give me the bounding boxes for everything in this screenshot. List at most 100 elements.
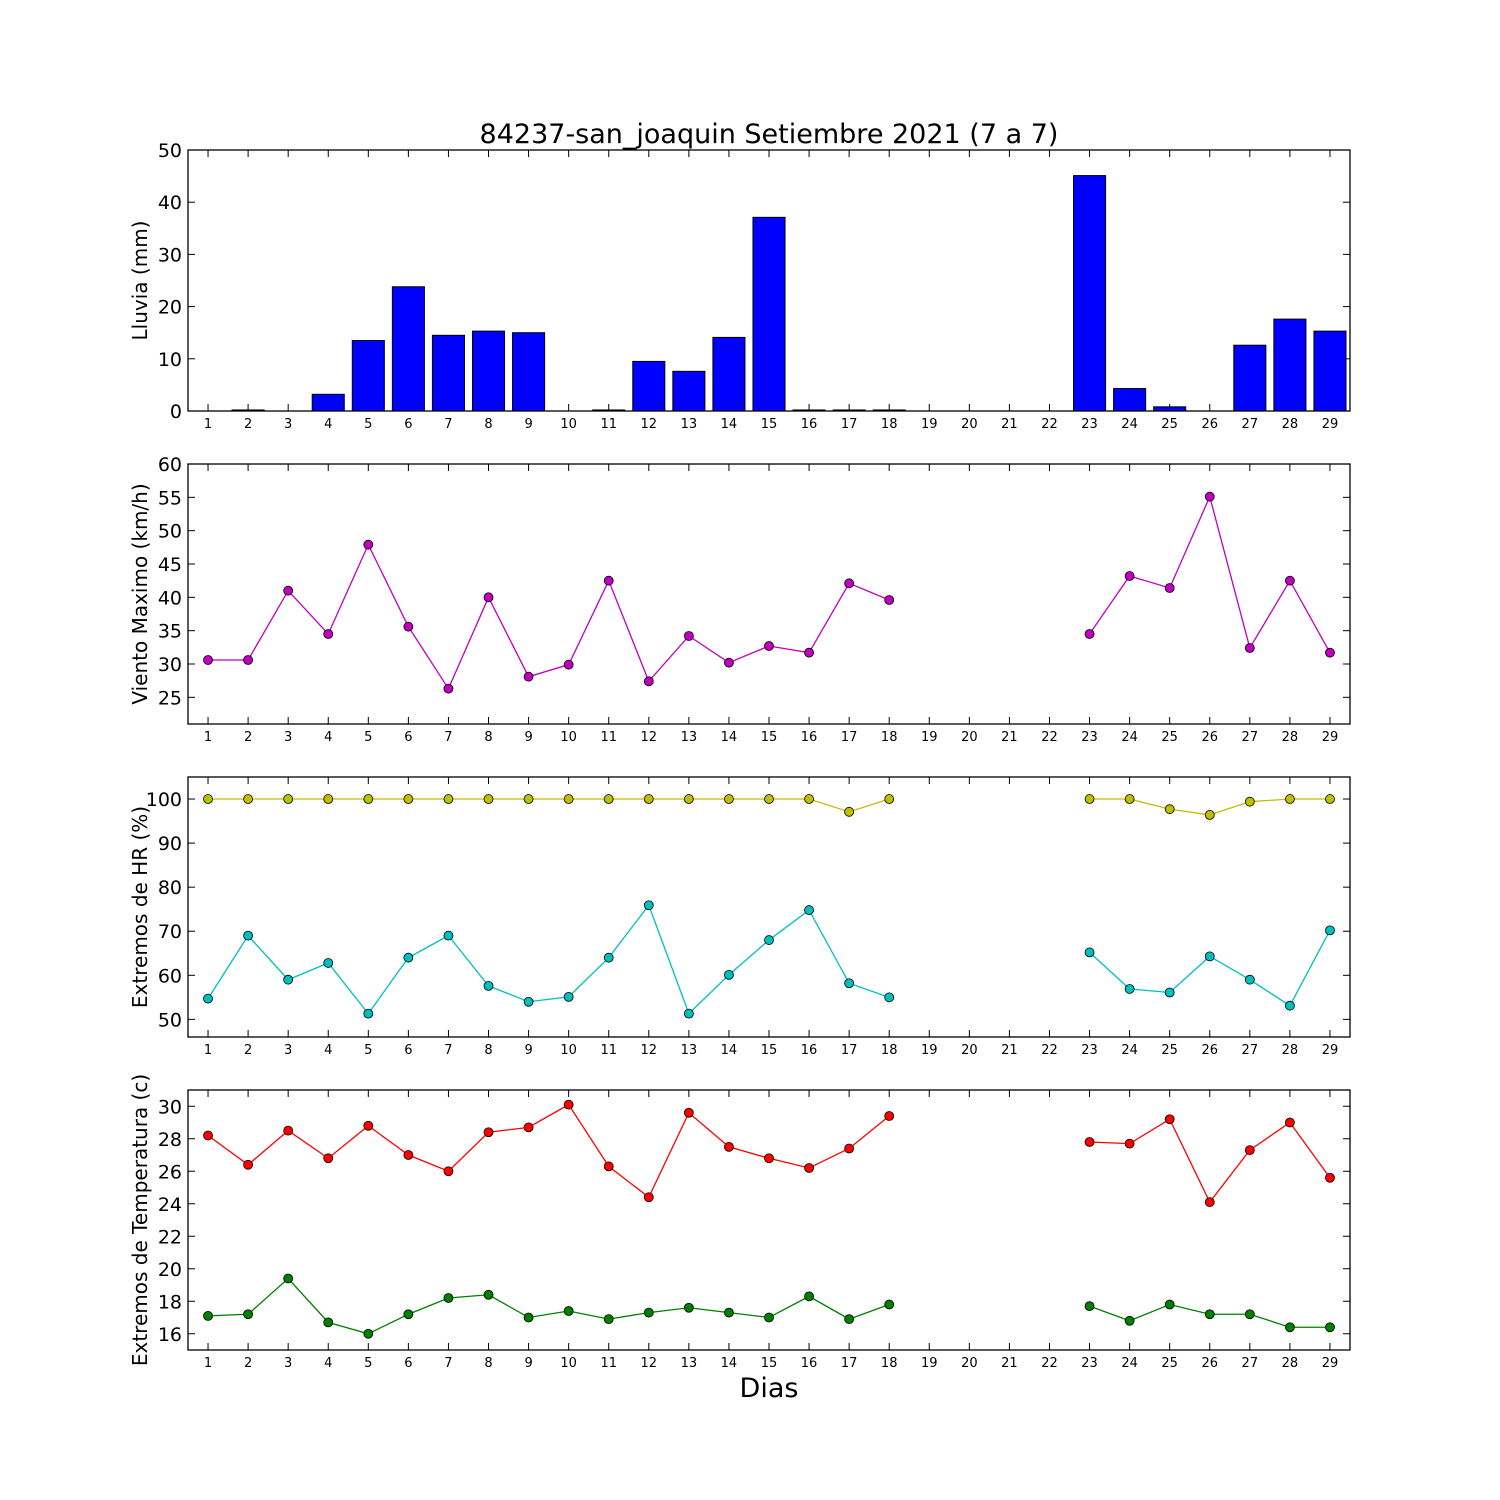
data-point	[363, 1120, 374, 1131]
plot-frame	[187, 149, 1351, 412]
x-tick-label: 2	[244, 1043, 252, 1058]
y-tick-label: 50	[158, 140, 182, 162]
x-tick-label: 11	[600, 1356, 617, 1371]
x-tick-label: 4	[324, 1043, 332, 1058]
x-tick-label: 22	[1041, 1043, 1058, 1058]
data-point	[643, 1307, 654, 1318]
data-point	[884, 992, 895, 1003]
data-point	[203, 794, 213, 804]
data-point	[764, 794, 774, 804]
x-tick-label: 13	[681, 1043, 698, 1058]
x-tick-label: 10	[560, 1356, 577, 1371]
y-tick-label: 45	[158, 554, 182, 576]
x-tick-label: 6	[404, 1043, 412, 1058]
y-tick-label: 20	[158, 297, 182, 319]
x-tick-label: 1	[204, 730, 212, 745]
data-point	[483, 1127, 494, 1138]
x-tick-label: 9	[524, 730, 532, 745]
data-point	[1284, 1117, 1295, 1128]
data-point	[1325, 925, 1335, 936]
data-point	[563, 659, 574, 670]
data-point	[403, 621, 414, 632]
x-tick-label: 9	[524, 1043, 532, 1058]
data-point	[203, 993, 213, 1004]
data-point	[563, 1099, 574, 1110]
y-tick-label: 30	[158, 1096, 182, 1118]
data-point	[283, 1273, 294, 1284]
data-point	[443, 1293, 454, 1303]
y-tick-label: 55	[158, 487, 182, 509]
y-tick-label: 28	[158, 1129, 182, 1151]
data-point	[1325, 1172, 1335, 1183]
x-tick-label: 27	[1242, 1043, 1259, 1058]
x-tick-label: 4	[324, 417, 332, 432]
data-point	[483, 592, 494, 603]
data-point	[884, 595, 895, 605]
data-point	[764, 1312, 774, 1323]
x-tick-label: 24	[1121, 1043, 1138, 1058]
x-tick-label: 19	[921, 1356, 938, 1371]
x-tick-label: 24	[1121, 730, 1138, 745]
data-point	[844, 578, 855, 589]
data-point	[403, 1150, 414, 1160]
data-point	[483, 980, 494, 991]
data-point	[363, 539, 374, 550]
data-point	[283, 1125, 294, 1136]
data-point	[203, 1130, 213, 1141]
x-tick-label: 24	[1121, 1356, 1138, 1371]
data-point	[764, 935, 774, 945]
x-tick-label: 11	[600, 1043, 617, 1058]
data-point	[643, 1192, 654, 1203]
x-tick-label: 6	[404, 730, 412, 745]
data-point	[1084, 1137, 1095, 1147]
x-tick-label: 29	[1322, 1043, 1339, 1058]
x-tick-label: 8	[484, 730, 492, 745]
x-tick-label: 7	[444, 1043, 452, 1058]
data-point	[1124, 1138, 1135, 1149]
x-tick-label: 9	[524, 1356, 532, 1371]
x-tick-label: 2	[244, 417, 252, 432]
x-tick-label: 10	[560, 417, 577, 432]
x-tick-label: 2	[244, 730, 252, 745]
data-point	[563, 1306, 574, 1316]
data-point	[724, 794, 734, 804]
data-point	[1124, 571, 1135, 581]
x-tick-label: 20	[961, 1356, 978, 1371]
x-tick-label: 16	[801, 1043, 818, 1058]
x-tick-label: 20	[961, 730, 978, 745]
data-point	[403, 794, 414, 804]
y-tick-label: 60	[158, 965, 182, 987]
data-point	[1124, 984, 1135, 994]
bar	[431, 334, 465, 412]
series-line	[1089, 930, 1331, 1007]
x-tick-label: 19	[921, 417, 938, 432]
y-tick-label: 25	[158, 687, 182, 709]
data-point	[804, 794, 814, 804]
data-point	[1084, 629, 1095, 639]
data-point	[1084, 794, 1095, 804]
data-point	[243, 1309, 254, 1320]
data-point	[1164, 987, 1175, 998]
x-tick-label: 29	[1322, 730, 1339, 745]
x-tick-label: 22	[1041, 730, 1058, 745]
y-tick-label: 100	[146, 789, 182, 811]
x-tick-label: 11	[600, 417, 617, 432]
data-point	[1164, 1114, 1175, 1125]
data-point	[243, 655, 254, 665]
y-tick-label: 50	[158, 1009, 182, 1031]
data-point	[403, 1309, 414, 1320]
data-point	[844, 1314, 855, 1325]
x-tick-label: 1	[204, 417, 212, 432]
x-tick-label: 26	[1201, 1356, 1218, 1371]
bar	[471, 330, 506, 412]
data-point	[523, 1312, 534, 1323]
x-tick-label: 3	[284, 417, 292, 432]
x-tick-label: 28	[1282, 1043, 1299, 1058]
x-tick-label: 27	[1242, 730, 1259, 745]
data-point	[1084, 947, 1095, 958]
x-tick-label: 17	[841, 417, 858, 432]
data-point	[1284, 794, 1295, 804]
x-tick-label: 5	[364, 417, 372, 432]
